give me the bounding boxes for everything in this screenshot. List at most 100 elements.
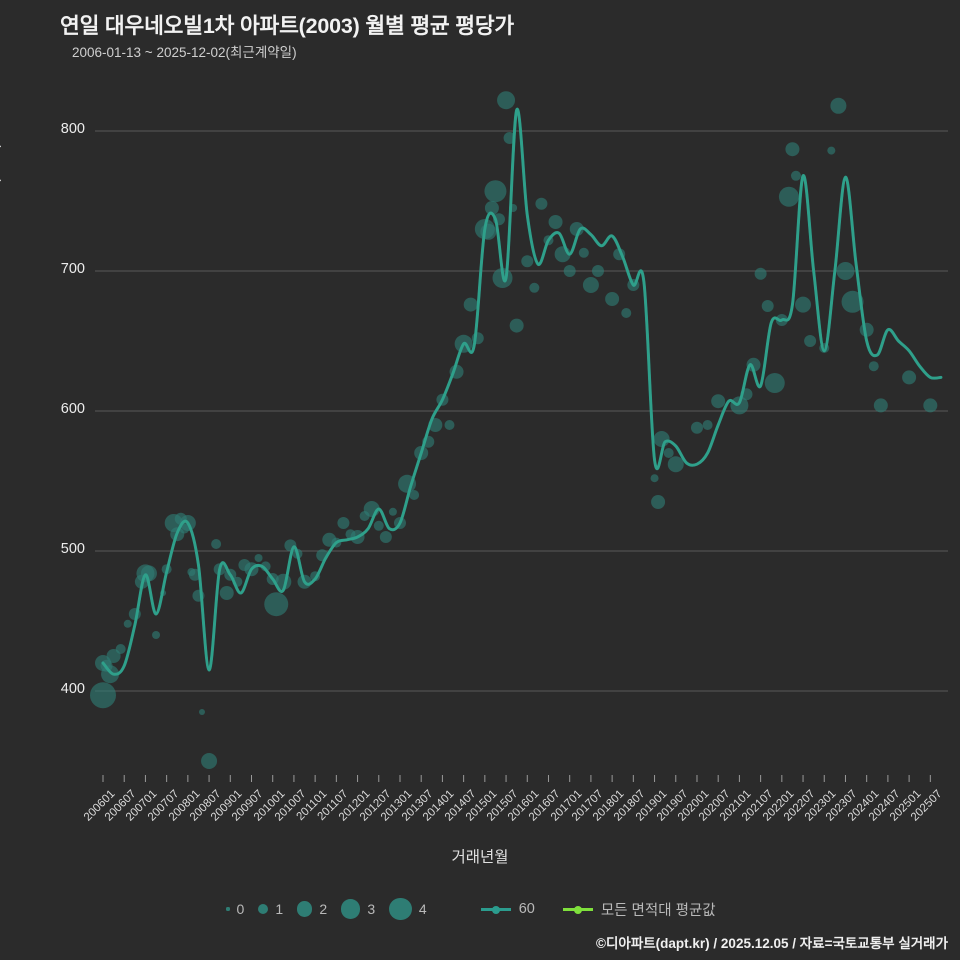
size-legend-label: 1 xyxy=(275,900,284,917)
bubble-point xyxy=(764,373,785,393)
page-title: 연일 대우네오빌1차 아파트(2003) 월별 평균 평당가 xyxy=(60,14,515,38)
size-legend-label: 2 xyxy=(319,900,328,917)
size-legend-label: 3 xyxy=(367,900,376,917)
bubble-point xyxy=(841,290,864,313)
y-tick-label: 600 xyxy=(60,401,85,417)
line-legend-label: 60 xyxy=(518,901,535,917)
series-lines xyxy=(101,107,943,676)
bubble-point xyxy=(605,292,620,306)
bubble-point xyxy=(650,474,659,483)
bubble-point xyxy=(521,255,534,268)
bubble-point xyxy=(90,682,116,709)
chart-legend: 0 1 2 3 4 60 모든 면적대 평균값 xyxy=(0,892,960,926)
size-legend-item[interactable]: 3 xyxy=(341,899,376,919)
bubble-point xyxy=(778,186,799,207)
bubble-point xyxy=(337,517,350,529)
line-legend-label: 모든 면적대 평균값 xyxy=(600,902,716,919)
line-legend: 60 모든 면적대 평균값 xyxy=(480,899,734,920)
y-tick-label: 800 xyxy=(60,121,85,137)
bubble-point xyxy=(754,267,767,280)
bubble-point xyxy=(373,520,384,531)
bubble-point xyxy=(902,370,917,385)
gridlines xyxy=(95,130,948,692)
bubble-point xyxy=(123,619,132,628)
y-axis-title: 평균 평당가(만 원) xyxy=(0,142,2,258)
bubble-point xyxy=(198,709,205,715)
bubble-point xyxy=(106,649,121,663)
bubble-point xyxy=(690,421,703,434)
bubble-point xyxy=(711,394,726,409)
footer-credit: ©디아파트(dapt.kr) / 2025.12.05 / 자료=국토교통부 실… xyxy=(596,936,948,951)
bubble-point xyxy=(702,420,713,430)
size-legend-label: 0 xyxy=(236,900,245,917)
y-tick-label: 400 xyxy=(60,681,85,697)
bubble-point xyxy=(379,531,392,543)
bubble-point xyxy=(785,142,800,157)
bubble-point xyxy=(830,97,847,114)
bubble-point xyxy=(115,644,126,654)
bubble-point xyxy=(591,265,604,277)
bubble-point xyxy=(761,300,774,312)
bubble-point xyxy=(827,146,836,155)
series-line xyxy=(101,107,943,676)
bubble-point xyxy=(484,201,499,215)
bubble-point xyxy=(529,282,540,293)
bubble-point xyxy=(746,357,761,372)
bubble-point xyxy=(663,448,674,458)
bubble-size-swatch xyxy=(297,901,313,917)
bubble-point xyxy=(484,180,507,203)
bubble-point xyxy=(582,277,599,293)
bubble-point xyxy=(497,91,516,110)
bubble-point xyxy=(653,431,670,447)
bubble-point xyxy=(264,592,289,617)
bubble-size-swatch xyxy=(341,899,361,919)
bubble-point xyxy=(219,586,234,600)
bubble-points xyxy=(90,91,938,769)
line-legend-item[interactable]: 60 xyxy=(480,901,535,917)
bubble-point xyxy=(667,456,684,473)
bubble-point xyxy=(444,420,455,430)
x-axis-ticks xyxy=(102,775,931,782)
bubble-point xyxy=(923,398,938,413)
bubble-point xyxy=(730,396,749,415)
bubble-point xyxy=(509,318,524,333)
bubble-point xyxy=(152,631,161,639)
bubble-size-swatch xyxy=(258,903,269,914)
bubble-point xyxy=(548,215,563,229)
x-axis-title: 거래년월 xyxy=(451,849,509,866)
bubble-point xyxy=(463,297,478,312)
bubble-point xyxy=(621,308,632,318)
bubble-size-swatch xyxy=(389,897,412,921)
bubble-point xyxy=(101,665,120,684)
bubble-point xyxy=(388,507,397,516)
y-tick-label: 700 xyxy=(60,261,85,277)
size-legend-item[interactable]: 0 xyxy=(226,901,244,917)
bubble-point xyxy=(578,247,589,258)
bubble-point xyxy=(211,539,222,549)
line-color-swatch xyxy=(562,902,593,916)
size-legend-item[interactable]: 1 xyxy=(258,901,283,917)
size-legend-item[interactable]: 4 xyxy=(389,897,427,921)
bubble-point xyxy=(790,170,801,181)
size-legend-item[interactable]: 2 xyxy=(297,901,327,917)
bubble-point xyxy=(409,490,420,500)
bubble-point xyxy=(873,398,888,413)
chart-subtitle: 2006-01-13 ~ 2025-12-02(최근계약일) xyxy=(72,45,297,60)
line-legend-item[interactable]: 모든 면적대 평균값 xyxy=(562,899,716,920)
bubble-point xyxy=(836,262,855,280)
size-legend-label: 4 xyxy=(418,900,427,917)
bubble-point xyxy=(569,222,584,236)
bubble-point xyxy=(795,296,812,313)
bubble-point xyxy=(535,197,548,210)
bubble-point xyxy=(651,495,666,509)
line-color-swatch xyxy=(480,902,511,916)
y-tick-label: 500 xyxy=(60,541,85,557)
bubble-size-swatch xyxy=(226,907,230,911)
bubble-point xyxy=(804,335,817,347)
bubble-point xyxy=(868,361,879,372)
bubble-point xyxy=(254,554,263,562)
bubble-point xyxy=(201,753,218,769)
size-legend: 0 1 2 3 4 xyxy=(226,897,440,921)
